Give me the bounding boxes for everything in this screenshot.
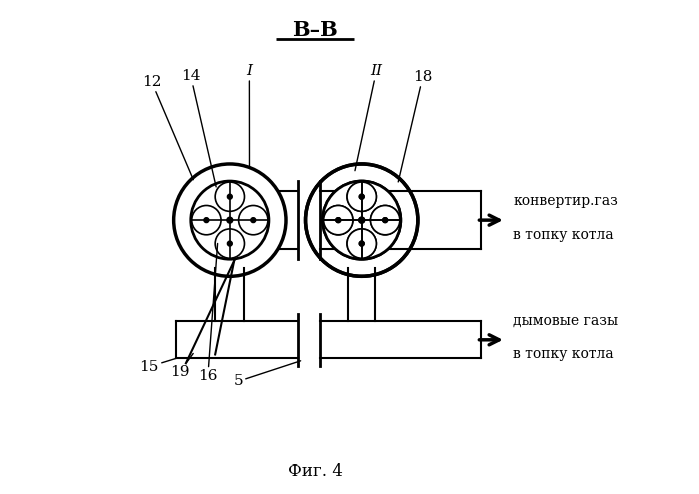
Circle shape: [215, 229, 245, 258]
Circle shape: [227, 241, 232, 246]
Circle shape: [359, 241, 364, 246]
Circle shape: [359, 217, 365, 223]
Circle shape: [370, 206, 400, 235]
Circle shape: [347, 182, 376, 211]
Text: I: I: [246, 64, 252, 168]
Text: дымовые газы: дымовые газы: [513, 314, 618, 328]
Circle shape: [359, 241, 364, 246]
Circle shape: [204, 218, 209, 223]
Circle shape: [347, 229, 376, 258]
Text: в топку котла: в топку котла: [513, 347, 614, 362]
Circle shape: [347, 229, 376, 258]
Text: 18: 18: [398, 70, 433, 182]
Circle shape: [191, 181, 269, 259]
Circle shape: [359, 217, 365, 223]
Text: в топку котла: в топку котла: [513, 228, 614, 242]
Circle shape: [336, 218, 340, 223]
Circle shape: [227, 194, 232, 199]
Bar: [176, 321, 482, 358]
Circle shape: [359, 194, 364, 199]
Text: 14: 14: [181, 69, 216, 187]
Circle shape: [347, 182, 376, 211]
Circle shape: [324, 206, 353, 235]
Circle shape: [370, 206, 400, 235]
Text: II: II: [355, 64, 382, 171]
Circle shape: [215, 182, 245, 211]
Text: 16: 16: [198, 244, 217, 383]
Text: В–В: В–В: [292, 20, 338, 40]
Text: Фиг. 4: Фиг. 4: [288, 463, 343, 480]
Circle shape: [323, 181, 401, 259]
Circle shape: [227, 217, 233, 223]
Circle shape: [192, 206, 221, 235]
Text: 12: 12: [142, 75, 194, 180]
Text: 15: 15: [140, 358, 176, 373]
Circle shape: [383, 218, 388, 223]
Circle shape: [359, 194, 364, 199]
Circle shape: [383, 218, 388, 223]
Text: 19: 19: [170, 354, 193, 379]
Text: конвертир.газ: конвертир.газ: [513, 194, 618, 207]
Circle shape: [323, 181, 401, 259]
Circle shape: [336, 218, 340, 223]
Circle shape: [251, 218, 256, 223]
Text: 5: 5: [233, 361, 301, 388]
Bar: [278, 191, 482, 249]
Circle shape: [238, 206, 268, 235]
Circle shape: [324, 206, 353, 235]
